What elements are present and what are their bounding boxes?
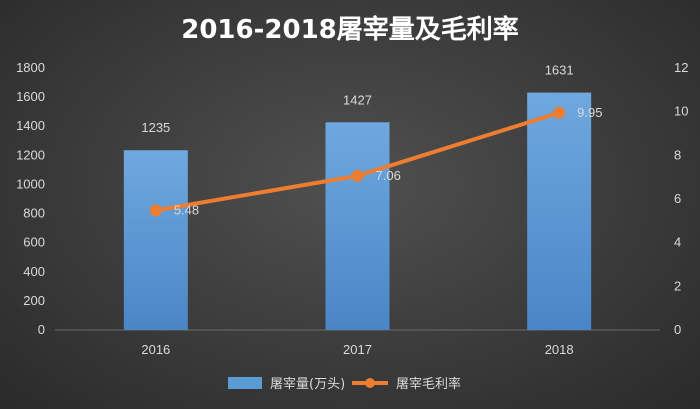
y-left-tick-label: 1800 [16,60,45,75]
bar-data-label: 1235 [141,120,170,135]
legend-swatch-bar [228,377,262,389]
y-left-tick-label: 600 [23,235,45,250]
x-tick-label: 2016 [141,342,170,357]
y-right-tick-label: 6 [674,191,681,206]
x-tick-label: 2017 [343,342,372,357]
line-point [351,169,364,182]
y-left-tick-label: 1600 [16,89,45,104]
legend-swatch-marker [365,378,375,388]
y-left-tick-label: 800 [23,206,45,221]
legend-label-bar: 屠宰量(万头) [270,376,345,392]
y-left-tick-label: 200 [23,293,45,308]
line-data-label: 5.48 [174,202,199,217]
line-series [149,106,566,217]
chart-title: 2016-2018屠宰量及毛利率 [181,14,519,45]
bar [123,150,188,330]
y-left-tick-label: 1000 [16,176,45,191]
y-right-tick-label: 12 [674,60,688,75]
y-left-tick-label: 1200 [16,147,45,162]
line-data-label: 9.95 [577,105,602,120]
y-left-tick-label: 0 [38,322,45,337]
bar-data-label: 1631 [545,63,574,78]
y-right-tick-label: 10 [674,104,688,119]
axes: 0 200 400 600 800 1000 1200 1400 1600 1800 0 2 4 6 8 10… [16,60,688,357]
bar-series [123,92,592,330]
line-point [553,106,566,119]
y-right-tick-label: 2 [674,278,681,293]
y-right-tick-label: 8 [674,147,681,162]
bar [527,92,592,330]
bar [325,122,390,330]
y-left-tick-label: 1400 [16,118,45,133]
y-right-tick-label: 4 [674,235,681,250]
line-point [149,204,162,217]
y-right-tick-label: 0 [674,322,681,337]
x-tick-label: 2018 [545,342,574,357]
bar-data-label: 1427 [343,92,372,107]
y-left-tick-label: 400 [23,264,45,279]
legend: 屠宰量(万头) 屠宰毛利率 [228,376,461,392]
line-data-label: 7.06 [376,168,401,183]
data-labels: 1235 1427 1631 5.48 7.06 9.95 [141,63,602,218]
legend-label-line: 屠宰毛利率 [396,376,461,392]
